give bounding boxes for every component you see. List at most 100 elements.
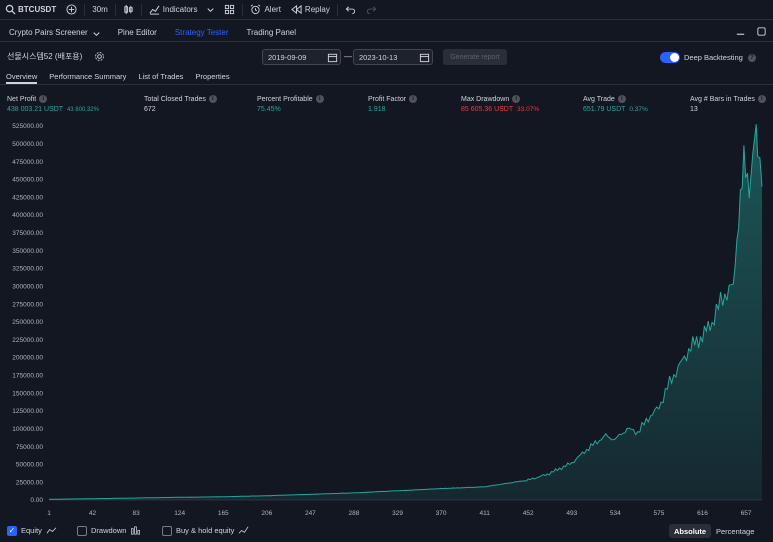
subtab-performance-summary[interactable]: Performance Summary [43,68,132,84]
settings-icon[interactable] [94,51,105,62]
drawdown-checkbox[interactable]: Drawdown [77,525,141,536]
percentage-button[interactable]: Percentage [711,524,759,538]
y-tick-label: 425000.00 [12,194,43,201]
tab-label: Pine Editor [117,28,157,37]
search-icon [5,4,16,15]
toolbar-divider [336,3,338,16]
tab-crypto-pairs-screener[interactable]: Crypto Pairs Screener [0,24,109,42]
subtab-properties[interactable]: Properties [189,68,235,84]
equity-area [49,124,762,500]
layouts-button[interactable] [219,0,240,20]
metric-label: Avg # Bars in Trades i [690,95,766,103]
x-tick-label: 206 [261,510,272,517]
tab-strategy-tester[interactable]: Strategy Tester [166,24,238,42]
symbol-search[interactable]: BTCUSDT [0,0,61,20]
symbol-label: BTCUSDT [18,5,57,14]
metric-label-text: Max Drawdown [461,95,510,103]
metric-value: 85 605.36 USDT 33.07% [461,106,539,113]
chart-options-bar: ✓ Equity Drawdown Buy & hold equity Abso… [0,520,773,542]
metric-label: Total Closed Trades i [144,95,217,103]
subtab-overview[interactable]: Overview [0,68,43,84]
x-tick-label: 165 [218,510,229,517]
x-tick-label: 83 [133,510,141,517]
strategy-header: 선물시스템52 (배포용) 2019-09-09 — 2023-10-13 Ge… [0,47,773,67]
strategy-subtabs: Overview Performance Summary List of Tra… [0,68,773,84]
metric-value: 13 [690,106,698,113]
subtab-list-of-trades[interactable]: List of Trades [132,68,189,84]
maximize-icon[interactable] [756,26,767,37]
date-from-field[interactable]: 2019-09-09 [262,49,341,65]
absolute-button[interactable]: Absolute [669,524,712,538]
info-icon[interactable]: i [617,95,626,103]
x-tick-label: 370 [436,510,447,517]
x-tick-label: 42 [89,510,97,517]
info-icon[interactable]: i [757,95,766,103]
y-tick-label: 475000.00 [12,159,43,166]
y-tick-label: 225000.00 [12,337,43,344]
metric-label-text: Profit Factor [368,95,407,103]
equity-line [49,124,763,500]
deep-backtesting-label: Deep Backtesting ? [684,53,756,63]
top-toolbar: BTCUSDT 30m Indicators Alert Replay [0,0,773,20]
metric-profit-factor: Profit Factor i 1.918 [368,95,418,113]
panel-controls [735,26,767,37]
subtab-label: Overview [6,71,38,81]
subtab-label: List of Trades [138,71,184,81]
subtab-divider [0,84,773,85]
y-tick-label: 25000.00 [16,479,43,486]
info-icon[interactable]: i [315,95,324,103]
indicators-icon [149,4,160,15]
buy-hold-checkbox[interactable]: Buy & hold equity [162,525,249,536]
info-icon[interactable]: ? [747,54,756,63]
equity-checkbox[interactable]: ✓ Equity [7,525,57,536]
tab-label: Strategy Tester [174,28,229,37]
indicators-dropdown[interactable] [202,0,219,20]
metric-total-closed-trades: Total Closed Trades i 672 [144,95,217,113]
x-tick-label: 124 [174,510,185,517]
metric-value: 438 003.21 USDT 43 800.32% [7,106,99,113]
info-icon[interactable]: i [39,95,48,103]
metric-label-text: Avg # Bars in Trades [690,95,755,103]
grid-icon [224,4,235,15]
indicators-label: Indicators [162,5,198,14]
y-axis: 525000.00 500000.00 475000.00 450000.00 4250… [12,123,43,504]
toolbar-divider [84,3,86,16]
replay-button[interactable]: Replay [286,0,335,20]
interval-button[interactable]: 30m [87,0,113,20]
undo-button[interactable] [340,0,361,20]
y-tick-label: 0.00 [30,497,43,504]
metric-label: Avg Trade i [583,95,648,103]
chevron-down-icon [91,28,100,37]
x-tick-label: 657 [741,510,752,517]
line-chart-icon [46,525,57,536]
info-icon[interactable]: i [512,95,521,103]
drawdown-label: Drawdown [91,526,127,535]
tab-trading-panel[interactable]: Trading Panel [238,24,306,42]
metric-label: Profit Factor i [368,95,418,103]
equity-label: Equity [21,526,42,535]
minimize-icon[interactable] [735,26,746,37]
metric-percent-profitable: Percent Profitable i 75.45% [257,95,324,113]
metric-label-text: Net Profit [7,95,37,103]
redo-button[interactable] [361,0,382,20]
indicators-button[interactable]: Indicators [144,0,203,20]
metric-value-text: 85 605.36 USDT [461,106,514,113]
compare-button[interactable] [61,0,82,20]
alert-button[interactable]: Alert [245,0,285,20]
metric-percent: 43 800.32% [66,107,99,113]
deep-backtesting-toggle[interactable] [660,52,680,63]
y-tick-label: 350000.00 [12,248,43,255]
equity-chart[interactable]: 525000.00500000.00475000.00450000.004250… [0,118,773,520]
info-icon[interactable]: i [208,95,217,103]
info-icon[interactable]: i [409,95,418,103]
metric-avg-trade: Avg Trade i 651.79 USDT 0.37% [583,95,648,113]
generate-report-button[interactable]: Generate report [443,49,507,65]
x-tick-label: 616 [697,510,708,517]
x-tick-label: 411 [479,510,490,517]
chart-type-button[interactable] [118,0,139,20]
subtab-label: Properties [195,71,230,81]
calendar-icon [327,52,338,63]
tab-pine-editor[interactable]: Pine Editor [109,24,166,42]
metric-value: 1.918 [368,106,386,113]
date-to-field[interactable]: 2023-10-13 [353,49,433,65]
